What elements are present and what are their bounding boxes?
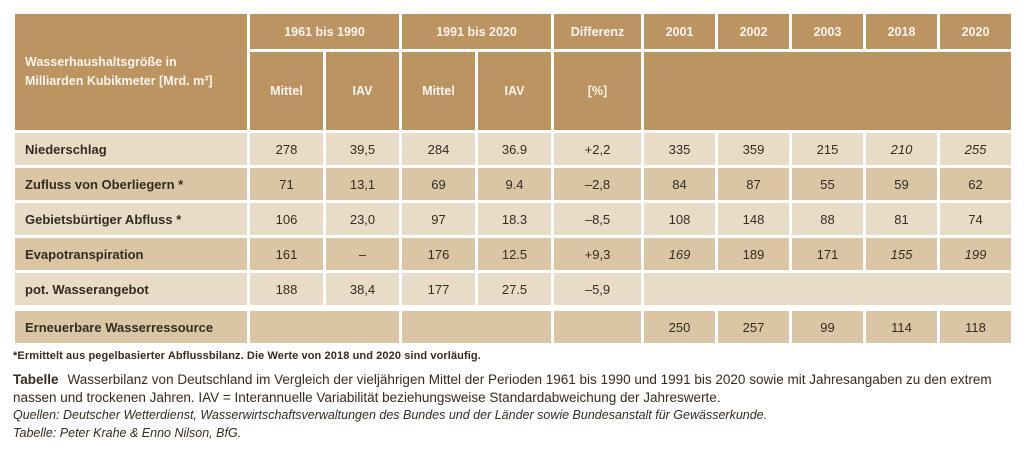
row-label: pot. Wasserangebot <box>15 273 247 305</box>
value-cell: 148 <box>718 203 789 235</box>
value-cell: 74 <box>940 203 1011 235</box>
value-cell: 9.4 <box>478 168 551 200</box>
year-header-2003: 2003 <box>792 14 863 49</box>
subheader-iav-9120: IAV <box>478 52 551 130</box>
period-header-1991-2020: 1991 bis 2020 <box>402 14 551 49</box>
value-cell: – <box>326 238 399 270</box>
subheader-mittel-9120: Mittel <box>402 52 475 130</box>
year-header-2018: 2018 <box>866 14 937 49</box>
value-cell: 69 <box>402 168 475 200</box>
value-cell: 71 <box>250 168 323 200</box>
value-cell: 177 <box>402 273 475 305</box>
caption-text: Wasserbilanz von Deutschland im Vergleic… <box>13 372 992 405</box>
caption-label: Tabelle <box>13 372 59 387</box>
value-cell: 161 <box>250 238 323 270</box>
value-cell: 36.9 <box>478 133 551 165</box>
period-header-1961-1990: 1961 bis 1990 <box>250 14 399 49</box>
value-cell: 359 <box>718 133 789 165</box>
value-cell: 87 <box>718 168 789 200</box>
value-cell: 335 <box>644 133 715 165</box>
value-cell: 257 <box>718 311 789 343</box>
value-cell: 18.3 <box>478 203 551 235</box>
value-cell: 88 <box>792 203 863 235</box>
value-cell: 55 <box>792 168 863 200</box>
value-cell: 114 <box>866 311 937 343</box>
value-cell: 23,0 <box>326 203 399 235</box>
empty-period2-cell <box>402 311 551 343</box>
table-row-wasserangebot: pot. Wasserangebot 188 38,4 177 27.5 –5,… <box>15 273 1011 305</box>
value-cell-provisional: 155 <box>866 238 937 270</box>
year-header-2001: 2001 <box>644 14 715 49</box>
value-cell: +2,2 <box>554 133 641 165</box>
year-subheader-merged <box>644 52 1011 130</box>
empty-differenz-cell <box>554 311 641 343</box>
value-cell-provisional: 255 <box>940 133 1011 165</box>
empty-years-cell <box>644 273 1011 305</box>
table-row-niederschlag: Niederschlag 278 39,5 284 36.9 +2,2 335 … <box>15 133 1011 165</box>
value-cell: 215 <box>792 133 863 165</box>
table-footnote: *Ermittelt aus pegelbasierter Abflussbil… <box>13 350 481 362</box>
value-cell: 38,4 <box>326 273 399 305</box>
value-cell: 97 <box>402 203 475 235</box>
row-label: Zufluss von Oberliegern * <box>15 168 247 200</box>
value-cell: 59 <box>866 168 937 200</box>
value-cell: –5,9 <box>554 273 641 305</box>
header-row-subheaders: Mittel IAV Mittel IAV [%] <box>15 52 1011 130</box>
row-label: Erneuerbare Wasserressource <box>15 311 247 343</box>
value-cell: –2,8 <box>554 168 641 200</box>
table-row-zufluss: Zufluss von Oberliegern * 71 13,1 69 9.4… <box>15 168 1011 200</box>
value-cell: 39,5 <box>326 133 399 165</box>
year-header-2020: 2020 <box>940 14 1011 49</box>
credit-line: Tabelle: Peter Krahe & Enno Nilson, BfG. <box>13 426 242 440</box>
table-row-abfluss: Gebietsbürtiger Abfluss * 106 23,0 97 18… <box>15 203 1011 235</box>
table-row-evapotranspiration: Evapotranspiration 161 – 176 12.5 +9,3 1… <box>15 238 1011 270</box>
subheader-iav-6190: IAV <box>326 52 399 130</box>
row-label: Gebietsbürtiger Abfluss * <box>15 203 247 235</box>
table-row-wasserressource: Erneuerbare Wasserressource 250 257 99 1… <box>15 311 1011 343</box>
subheader-mittel-6190: Mittel <box>250 52 323 130</box>
subheader-percent-unit: [%] <box>554 52 641 130</box>
value-cell: 106 <box>250 203 323 235</box>
value-cell: 13,1 <box>326 168 399 200</box>
value-cell: 84 <box>644 168 715 200</box>
row-label: Evapotranspiration <box>15 238 247 270</box>
differenz-header: Differenz <box>554 14 641 49</box>
value-cell-provisional: 210 <box>866 133 937 165</box>
value-cell: 250 <box>644 311 715 343</box>
value-cell: +9,3 <box>554 238 641 270</box>
value-cell: 189 <box>718 238 789 270</box>
value-cell: 118 <box>940 311 1011 343</box>
water-balance-table: Wasserhaushaltsgröße in Milliarden Kubik… <box>12 11 1014 346</box>
value-cell: 176 <box>402 238 475 270</box>
value-cell: –8,5 <box>554 203 641 235</box>
empty-period1-cell <box>250 311 399 343</box>
value-cell: 108 <box>644 203 715 235</box>
value-cell-provisional: 169 <box>644 238 715 270</box>
table-caption: Tabelle Wasserbilanz von Deutschland im V… <box>13 371 1013 406</box>
row-label: Niederschlag <box>15 133 247 165</box>
value-cell: 171 <box>792 238 863 270</box>
year-header-2002: 2002 <box>718 14 789 49</box>
value-cell-provisional: 199 <box>940 238 1011 270</box>
value-cell: 12.5 <box>478 238 551 270</box>
value-cell: 284 <box>402 133 475 165</box>
value-cell: 99 <box>792 311 863 343</box>
value-cell: 188 <box>250 273 323 305</box>
value-cell: 81 <box>866 203 937 235</box>
value-cell: 27.5 <box>478 273 551 305</box>
value-cell: 278 <box>250 133 323 165</box>
header-row-periods: Wasserhaushaltsgröße in Milliarden Kubik… <box>15 14 1011 130</box>
value-cell: 62 <box>940 168 1011 200</box>
sources-line: Quellen: Deutscher Wetterdienst, Wasserw… <box>13 408 768 422</box>
corner-header: Wasserhaushaltsgröße in Milliarden Kubik… <box>15 14 247 130</box>
